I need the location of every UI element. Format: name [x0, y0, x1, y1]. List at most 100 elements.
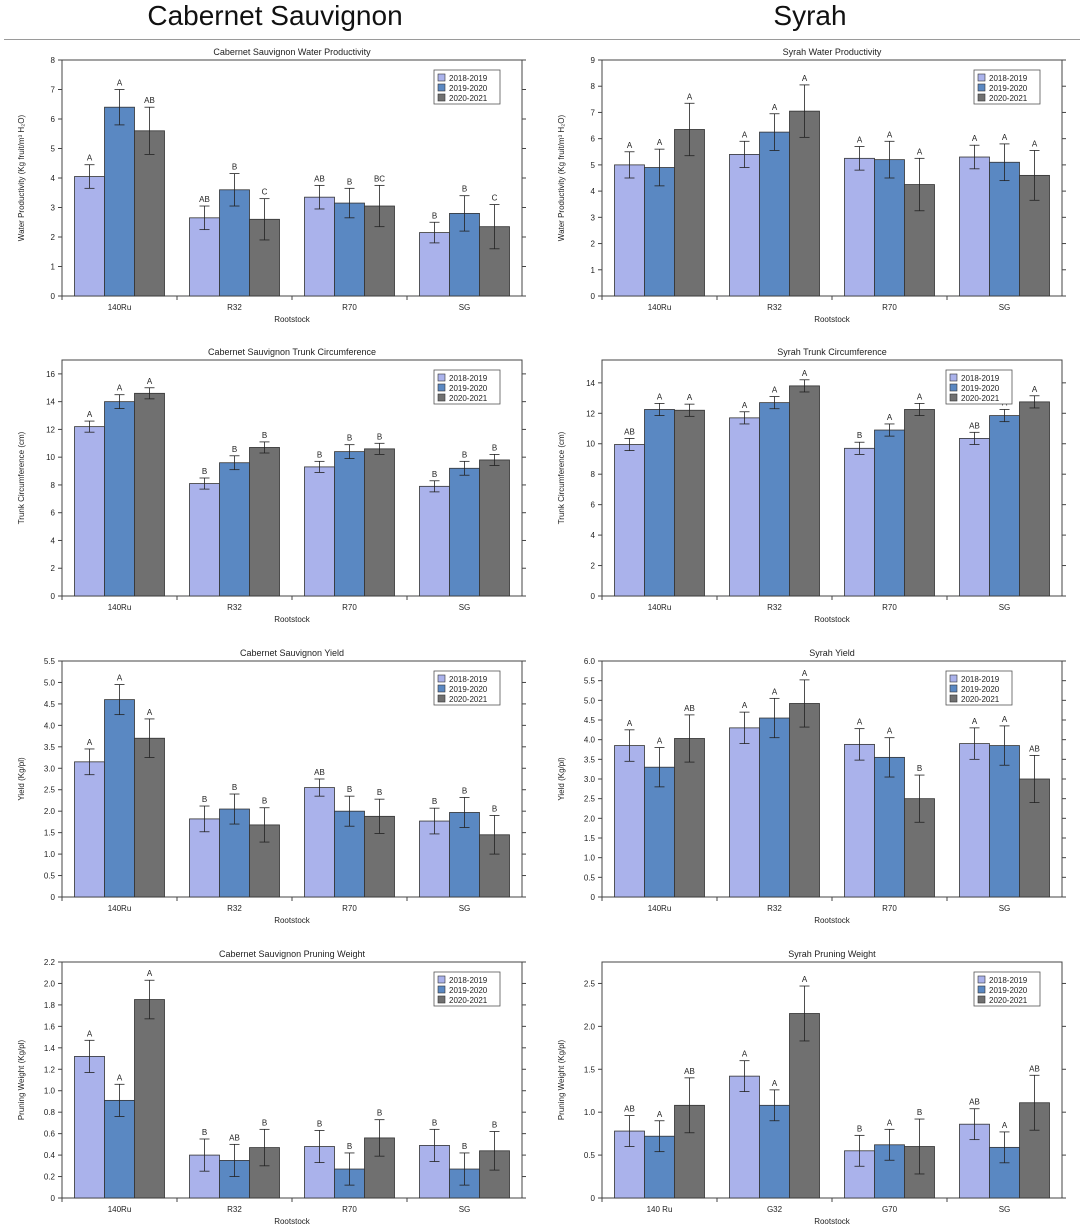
x-tick-label: R70: [342, 904, 357, 913]
y-tick-label: 4: [51, 174, 56, 183]
x-tick-label: R32: [227, 904, 242, 913]
y-tick-label: 5.0: [44, 678, 56, 687]
y-tick-label: 1.2: [44, 1065, 56, 1074]
bar: [614, 164, 645, 297]
y-tick-label: 7: [591, 108, 596, 117]
y-tick-label: 4.5: [584, 716, 596, 725]
y-tick-label: 0: [591, 1194, 596, 1203]
significance-letter: A: [627, 141, 633, 150]
significance-letter: A: [742, 701, 748, 710]
x-tick-label: SG: [459, 603, 471, 612]
significance-letter: AB: [684, 704, 695, 713]
x-tick-label: SG: [999, 1205, 1011, 1214]
significance-letter: B: [317, 1119, 322, 1128]
bar: [189, 217, 220, 297]
significance-letter: B: [347, 177, 352, 186]
bar: [134, 392, 165, 597]
bar: [334, 451, 365, 597]
significance-letter: A: [1002, 715, 1008, 724]
legend-swatch: [437, 684, 446, 693]
bar: [74, 761, 105, 898]
significance-letter: A: [1002, 133, 1008, 142]
bar: [959, 743, 990, 898]
legend-swatch: [977, 73, 986, 82]
y-tick-label: 12: [586, 409, 595, 418]
legend-swatch: [437, 694, 446, 703]
bar: [674, 129, 705, 297]
y-tick-label: 10: [46, 453, 55, 462]
x-tick-label: R70: [882, 303, 897, 312]
significance-letter: A: [117, 1073, 123, 1082]
y-tick-label: 3: [51, 204, 56, 213]
bar: [874, 756, 905, 898]
y-tick-label: 3.5: [44, 743, 56, 752]
legend-swatch: [949, 393, 958, 402]
x-tick-label: G32: [767, 1205, 783, 1214]
significance-letter: A: [742, 1050, 748, 1059]
x-tick-label: R70: [342, 1205, 357, 1214]
significance-letter: A: [917, 392, 923, 401]
significance-letter: A: [917, 147, 923, 156]
y-tick-label: 9: [591, 56, 596, 65]
y-tick-label: 4.0: [44, 721, 56, 730]
legend-label: 2018-2019: [961, 374, 1000, 383]
y-tick-label: 10: [586, 440, 595, 449]
y-tick-label: 0.2: [44, 1173, 56, 1182]
column-title-syrah: Syrah: [773, 0, 847, 31]
chart-title: Syrah Trunk Circumference: [777, 347, 887, 357]
y-tick-label: 2.2: [44, 958, 56, 967]
legend-label: 2020-2021: [961, 695, 1000, 704]
bar: [959, 438, 990, 597]
bar: [304, 787, 335, 898]
legend-swatch: [437, 83, 446, 92]
x-tick-label: 140Ru: [108, 603, 132, 612]
significance-letter: B: [232, 163, 237, 172]
y-tick-label: 5: [591, 161, 596, 170]
legend-label: 2019-2020: [449, 384, 488, 393]
legend-swatch: [437, 373, 446, 382]
x-axis-label: Rootstock: [274, 1217, 311, 1226]
y-tick-label: 3.0: [44, 764, 56, 773]
chart-cabernet-water-productivity: Cabernet Sauvignon Water Productivity 0 1 2…: [17, 47, 526, 324]
legend-label: 2018-2019: [989, 976, 1028, 985]
bar: [249, 447, 280, 597]
chart-cabernet-trunk-circumference: Cabernet Sauvignon Trunk Circumference 0 2…: [17, 347, 526, 624]
significance-letter: A: [772, 1079, 778, 1088]
legend-label: 2020-2021: [961, 394, 1000, 403]
chart-syrah-yield: Syrah Yield 0 0.5 1.0 1.5 2.0 2.5 3.0 3.5 4.0 4.5 5…: [557, 648, 1066, 925]
significance-letter: B: [462, 450, 467, 459]
x-tick-label: R32: [227, 1205, 242, 1214]
significance-letter: A: [147, 969, 153, 978]
y-tick-label: 5.0: [584, 696, 596, 705]
bar: [364, 448, 395, 597]
x-tick-label: 140Ru: [648, 303, 672, 312]
legend-label: 2019-2020: [989, 986, 1028, 995]
y-tick-label: 0: [591, 292, 596, 301]
y-tick-label: 1.5: [44, 829, 56, 838]
significance-letter: C: [262, 188, 268, 197]
x-tick-label: SG: [999, 603, 1011, 612]
bar: [674, 738, 705, 898]
y-tick-label: 6: [591, 501, 596, 510]
chart-title: Syrah Yield: [809, 648, 855, 658]
significance-letter: A: [87, 738, 93, 747]
y-tick-label: 0.6: [44, 1130, 56, 1139]
x-tick-label: R70: [342, 603, 357, 612]
y-tick-label: 2.0: [584, 1022, 596, 1031]
y-tick-label: 2.5: [584, 795, 596, 804]
y-tick-label: 1.5: [584, 1065, 596, 1074]
column-title-cabernet: Cabernet Sauvignon: [147, 0, 403, 31]
x-tick-label: 140Ru: [648, 904, 672, 913]
bar: [614, 745, 645, 898]
chart-cabernet-yield: Cabernet Sauvignon Yield 0 0.5 1.0 1.5 2.0 2.5…: [17, 648, 526, 925]
significance-letter: A: [802, 74, 808, 83]
legend-label: 2018-2019: [449, 374, 488, 383]
y-tick-label: 8: [591, 470, 596, 479]
y-tick-label: 0: [51, 893, 56, 902]
chart-title: Cabernet Sauvignon Water Productivity: [213, 47, 371, 57]
y-tick-label: 8: [51, 481, 56, 490]
chart-title: Cabernet Sauvignon Yield: [240, 648, 344, 658]
y-tick-label: 0.5: [584, 873, 596, 882]
significance-letter: A: [742, 401, 748, 410]
significance-letter: B: [262, 1118, 267, 1127]
